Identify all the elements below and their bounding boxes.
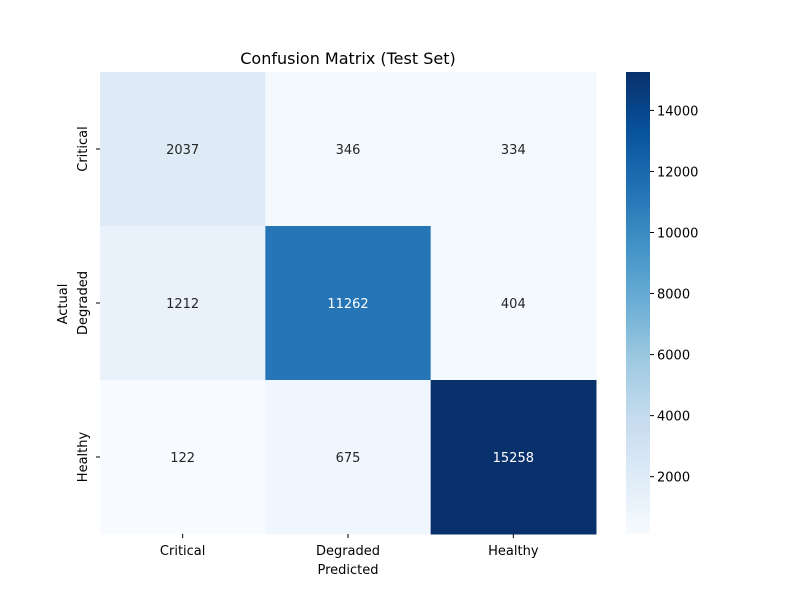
colorbar-tick-label: 4000 xyxy=(657,410,690,425)
colorbar-tick-label: 6000 xyxy=(657,349,690,364)
colorbar-tick-label: 2000 xyxy=(657,471,690,486)
cell-value-label: 1212 xyxy=(166,297,199,312)
cell-value-label: 404 xyxy=(501,297,526,312)
x-tick-label: Degraded xyxy=(316,544,380,559)
colorbar-ticks: 2000 4000 6000 8000 10000 12000 14000 xyxy=(650,104,698,486)
chart-title: Confusion Matrix (Test Set) xyxy=(240,49,455,68)
y-tick-label: Critical xyxy=(76,126,91,171)
heatmap-cell xyxy=(430,72,597,227)
colorbar-tick-label: 8000 xyxy=(657,288,690,303)
colorbar xyxy=(626,72,650,534)
heatmap-cells xyxy=(100,72,597,535)
cell-value-label: 122 xyxy=(170,451,195,466)
cell-value-label: 2037 xyxy=(166,143,199,158)
x-axis-ticks: Critical Degraded Healthy xyxy=(160,534,539,559)
colorbar-tick-label: 10000 xyxy=(657,226,698,241)
cell-value-label: 346 xyxy=(336,143,361,158)
heatmap-cell xyxy=(265,226,432,381)
heatmap-cell xyxy=(100,226,266,381)
heatmap-cell xyxy=(265,72,432,227)
colorbar-tick-label: 14000 xyxy=(657,104,698,119)
x-tick-label: Healthy xyxy=(488,544,539,559)
cell-value-label: 11262 xyxy=(327,297,368,312)
colorbar-tick-label: 12000 xyxy=(657,165,698,180)
heatmap-cell xyxy=(100,380,266,535)
cell-value-label: 15258 xyxy=(493,451,534,466)
heatmap-cell xyxy=(430,226,597,381)
heatmap-cell-labels: 2037 346 334 1212 11262 404 122 675 15258 xyxy=(166,143,534,466)
y-tick-label: Degraded xyxy=(76,271,91,335)
y-tick-label: Healthy xyxy=(76,432,91,483)
x-tick-label: Critical xyxy=(160,544,205,559)
heatmap-cell xyxy=(100,72,266,227)
heatmap-cell xyxy=(265,380,432,535)
heatmap-cell xyxy=(430,380,597,535)
cell-value-label: 675 xyxy=(336,451,361,466)
x-axis-label: Predicted xyxy=(317,563,378,578)
y-axis-ticks: Critical Degraded Healthy xyxy=(76,126,100,482)
y-axis-label: Actual xyxy=(56,284,71,325)
cell-value-label: 334 xyxy=(501,143,526,158)
